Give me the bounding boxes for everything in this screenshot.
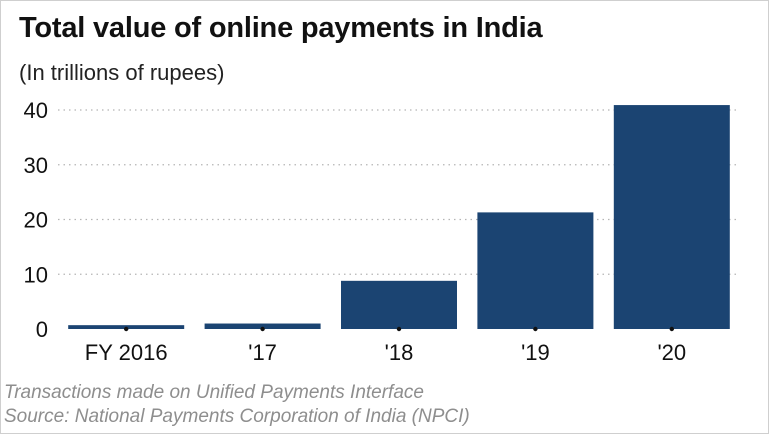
gridlines (58, 109, 740, 275)
x-tick-mark (533, 326, 538, 332)
y-tick-label: 40 (24, 98, 48, 123)
chart-source: Source: National Payments Corporation of… (4, 406, 470, 427)
x-tick-label: '19 (521, 340, 550, 365)
bars (68, 105, 730, 332)
bar-chart: 0 10 20 30 40 FY 2016 '17 '18 '19 '20 (24, 98, 740, 365)
x-axis-tick-labels: FY 2016 '17 '18 '19 '20 (85, 340, 686, 365)
x-tick-label: '20 (657, 340, 686, 365)
chart-title: Total value of online payments in India (19, 12, 543, 44)
chart-subtitle: (In trillions of rupees) (19, 60, 225, 85)
chart-note: Transactions made on Unified Payments In… (4, 382, 424, 403)
y-axis-tick-labels: 0 10 20 30 40 (24, 98, 48, 342)
x-tick-label: '18 (385, 340, 414, 365)
x-tick-label: '17 (248, 340, 277, 365)
x-tick-mark (124, 326, 129, 332)
bar-4 (613, 105, 730, 329)
y-tick-label: 30 (24, 153, 48, 178)
bar-3 (477, 212, 594, 329)
bar-1 (204, 323, 321, 329)
y-tick-label: 20 (24, 208, 48, 233)
x-tick-label: FY 2016 (85, 340, 168, 365)
x-tick-mark (260, 326, 265, 332)
x-tick-mark (396, 326, 402, 332)
bar-2 (341, 280, 457, 329)
y-tick-label: 0 (36, 317, 48, 342)
y-tick-label: 10 (24, 262, 48, 287)
x-tick-mark (669, 326, 674, 332)
